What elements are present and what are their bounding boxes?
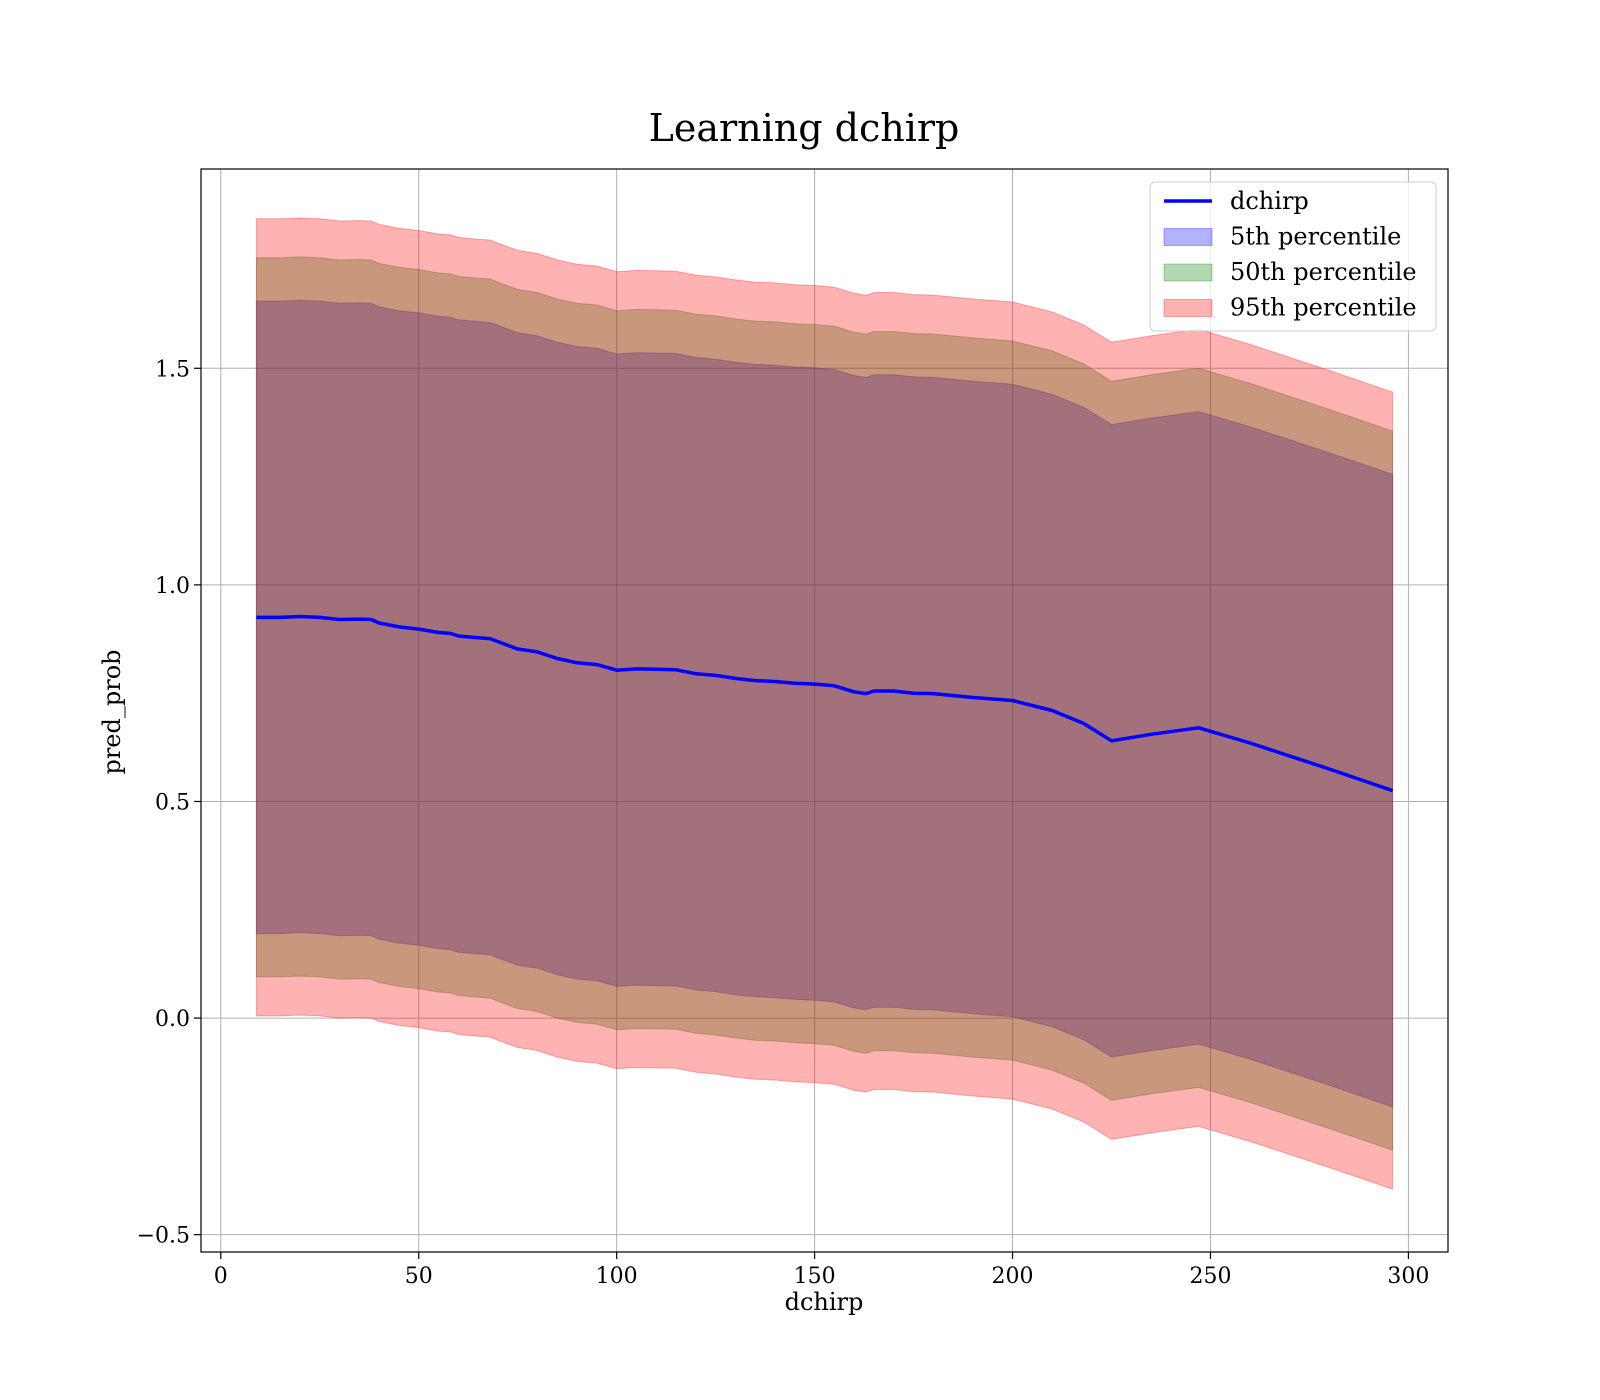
legend: dchirp 5th percentile 50th percentile 95th … <box>1149 181 1437 332</box>
plot-area <box>201 169 1448 1252</box>
y-axis-title: pred_prob <box>98 649 126 774</box>
x-axis-title: dchirp <box>785 1288 864 1316</box>
y-tick-label: 1.0 <box>155 574 190 599</box>
band-50th-percentile <box>255 256 1394 1151</box>
band-95th-percentile <box>255 217 1394 1190</box>
legend-label: 50th percentile <box>1230 258 1417 286</box>
legend-swatch <box>1163 299 1213 317</box>
x-tick-label: 200 <box>992 1264 1034 1289</box>
x-tick-label: 300 <box>1387 1264 1429 1289</box>
y-tick-label: 0.5 <box>155 790 190 815</box>
x-tick-label: 0 <box>214 1264 228 1289</box>
y-tick-label: −0.5 <box>137 1224 190 1249</box>
grid-lines <box>201 169 1448 1252</box>
axis-ticks: 0 50 100 150 200 250 300 −0.5 0.0 0.5 1.0 1.5 <box>137 357 1430 1289</box>
plot-frame <box>200 168 1449 1253</box>
legend-label: dchirp <box>1230 187 1309 215</box>
x-tick-label: 150 <box>794 1264 836 1289</box>
x-tick-label: 250 <box>1189 1264 1231 1289</box>
legend-swatch <box>1163 228 1213 246</box>
x-tick-label: 100 <box>596 1264 638 1289</box>
chart-title: Learning dchirp <box>649 106 960 150</box>
series-lines <box>256 614 1394 793</box>
y-tick-label: 0.0 <box>155 1007 190 1032</box>
legend-items: dchirp 5th percentile 50th percentile 95th … <box>1163 187 1417 322</box>
series-line-dchirp <box>256 614 1394 793</box>
legend-label: 95th percentile <box>1230 294 1417 322</box>
legend-label: 5th percentile <box>1230 223 1401 251</box>
y-tick-label: 1.5 <box>155 357 190 382</box>
x-tick-label: 50 <box>405 1264 433 1289</box>
band-5th-percentile <box>255 299 1394 1108</box>
legend-swatch <box>1163 263 1213 282</box>
percentile-bands <box>255 217 1394 1190</box>
legend-box <box>1149 181 1437 332</box>
